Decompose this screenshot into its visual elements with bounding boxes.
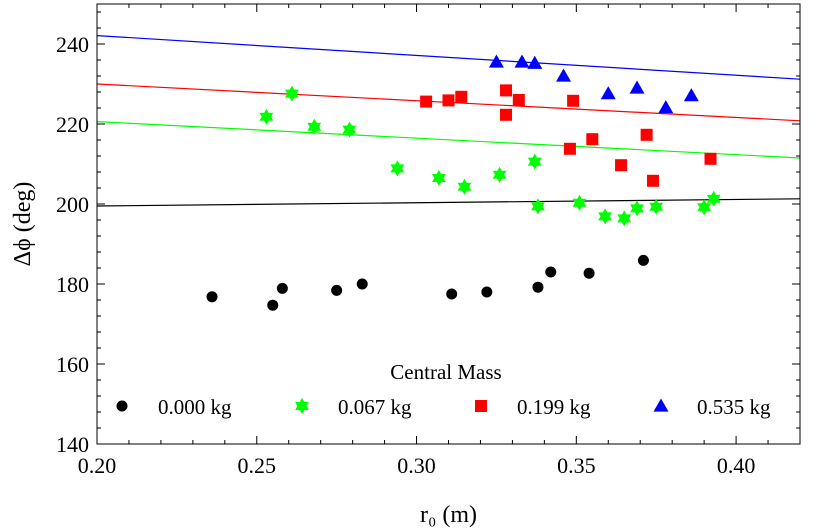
- data-point: [532, 281, 544, 293]
- data-point: [431, 170, 446, 186]
- legend-label: 0.535 kg: [697, 395, 771, 419]
- y-tick-label: 240: [56, 32, 89, 57]
- legend-title: Central Mass: [390, 360, 501, 384]
- legend-item: 0.000 kg: [116, 395, 232, 419]
- data-point: [267, 299, 279, 311]
- data-point: [615, 159, 628, 172]
- data-point: [706, 190, 721, 207]
- data-point: [563, 142, 576, 155]
- legend-label: 0.199 kg: [517, 395, 591, 419]
- y-tick-label: 180: [56, 272, 89, 297]
- data-point: [647, 174, 660, 187]
- data-point: [488, 54, 504, 68]
- y-tick-label: 160: [56, 352, 89, 377]
- legend-item: 0.535 kg: [653, 395, 771, 419]
- y-tick-label: 140: [56, 432, 89, 457]
- fit-line: [96, 121, 801, 159]
- legend-label: 0.000 kg: [158, 395, 232, 419]
- legend-label: 0.067 kg: [338, 395, 412, 419]
- data-point: [276, 282, 288, 294]
- data-point: [683, 88, 699, 102]
- data-point: [556, 68, 572, 82]
- x-tick-label: 0.30: [397, 453, 436, 478]
- data-point: [259, 108, 274, 125]
- y-tick-label: 220: [56, 112, 89, 137]
- x-tick-label: 0.25: [238, 453, 277, 478]
- legend-marker: [295, 398, 309, 414]
- data-point: [640, 128, 653, 141]
- legend-marker: [653, 398, 669, 412]
- data-point: [356, 278, 368, 290]
- data-point: [600, 86, 616, 100]
- legend-marker: [475, 400, 487, 412]
- data-point: [637, 254, 649, 266]
- data-point: [284, 85, 299, 102]
- data-point: [514, 54, 530, 68]
- legend-item: 0.067 kg: [295, 395, 412, 419]
- data-point: [583, 267, 595, 279]
- data-points: [206, 54, 721, 311]
- data-point: [342, 121, 357, 138]
- data-point: [617, 210, 632, 227]
- y-axis-label: Δϕ (deg): [10, 182, 36, 267]
- x-tick-label: 0.40: [717, 453, 756, 478]
- fit-lines: [96, 35, 801, 207]
- legend-item: 0.199 kg: [475, 395, 591, 419]
- data-point: [567, 94, 580, 107]
- data-point: [455, 90, 468, 103]
- data-point: [500, 108, 513, 121]
- data-point: [512, 94, 525, 106]
- data-point: [492, 166, 507, 183]
- x-axis-label: r₀ (m): [420, 502, 477, 528]
- data-point: [629, 80, 645, 94]
- data-point: [630, 200, 644, 217]
- data-point: [658, 100, 674, 114]
- fit-line: [96, 198, 801, 207]
- y-tick-label: 200: [56, 192, 89, 217]
- fit-line: [96, 35, 801, 80]
- data-point: [446, 288, 458, 300]
- data-point: [457, 178, 472, 195]
- data-point: [545, 266, 557, 278]
- data-point: [331, 284, 343, 296]
- data-point: [500, 84, 513, 97]
- data-point: [598, 208, 613, 225]
- data-point: [307, 118, 322, 135]
- data-point: [206, 291, 218, 303]
- x-tick-label: 0.20: [78, 453, 117, 478]
- y-tick-labels: 140 160 180 200 220 240: [56, 32, 89, 457]
- data-point: [527, 55, 543, 69]
- data-point: [481, 286, 493, 298]
- data-point: [442, 94, 455, 107]
- data-point: [531, 198, 545, 215]
- legend: Central Mass 0.000 kg 0.067 kg 0.199 kg 0.5…: [116, 360, 771, 419]
- data-point: [572, 194, 587, 211]
- legend-marker: [116, 400, 128, 412]
- data-point: [527, 153, 542, 170]
- x-tick-labels: 0.20 0.25 0.30 0.35 0.40: [78, 453, 756, 478]
- data-point: [390, 160, 405, 177]
- x-tick-label: 0.35: [557, 453, 596, 478]
- data-point: [586, 133, 599, 146]
- data-point: [704, 152, 717, 165]
- data-point: [697, 199, 712, 216]
- data-point: [649, 198, 664, 215]
- data-point: [420, 95, 433, 108]
- axis-ticks: [96, 4, 801, 445]
